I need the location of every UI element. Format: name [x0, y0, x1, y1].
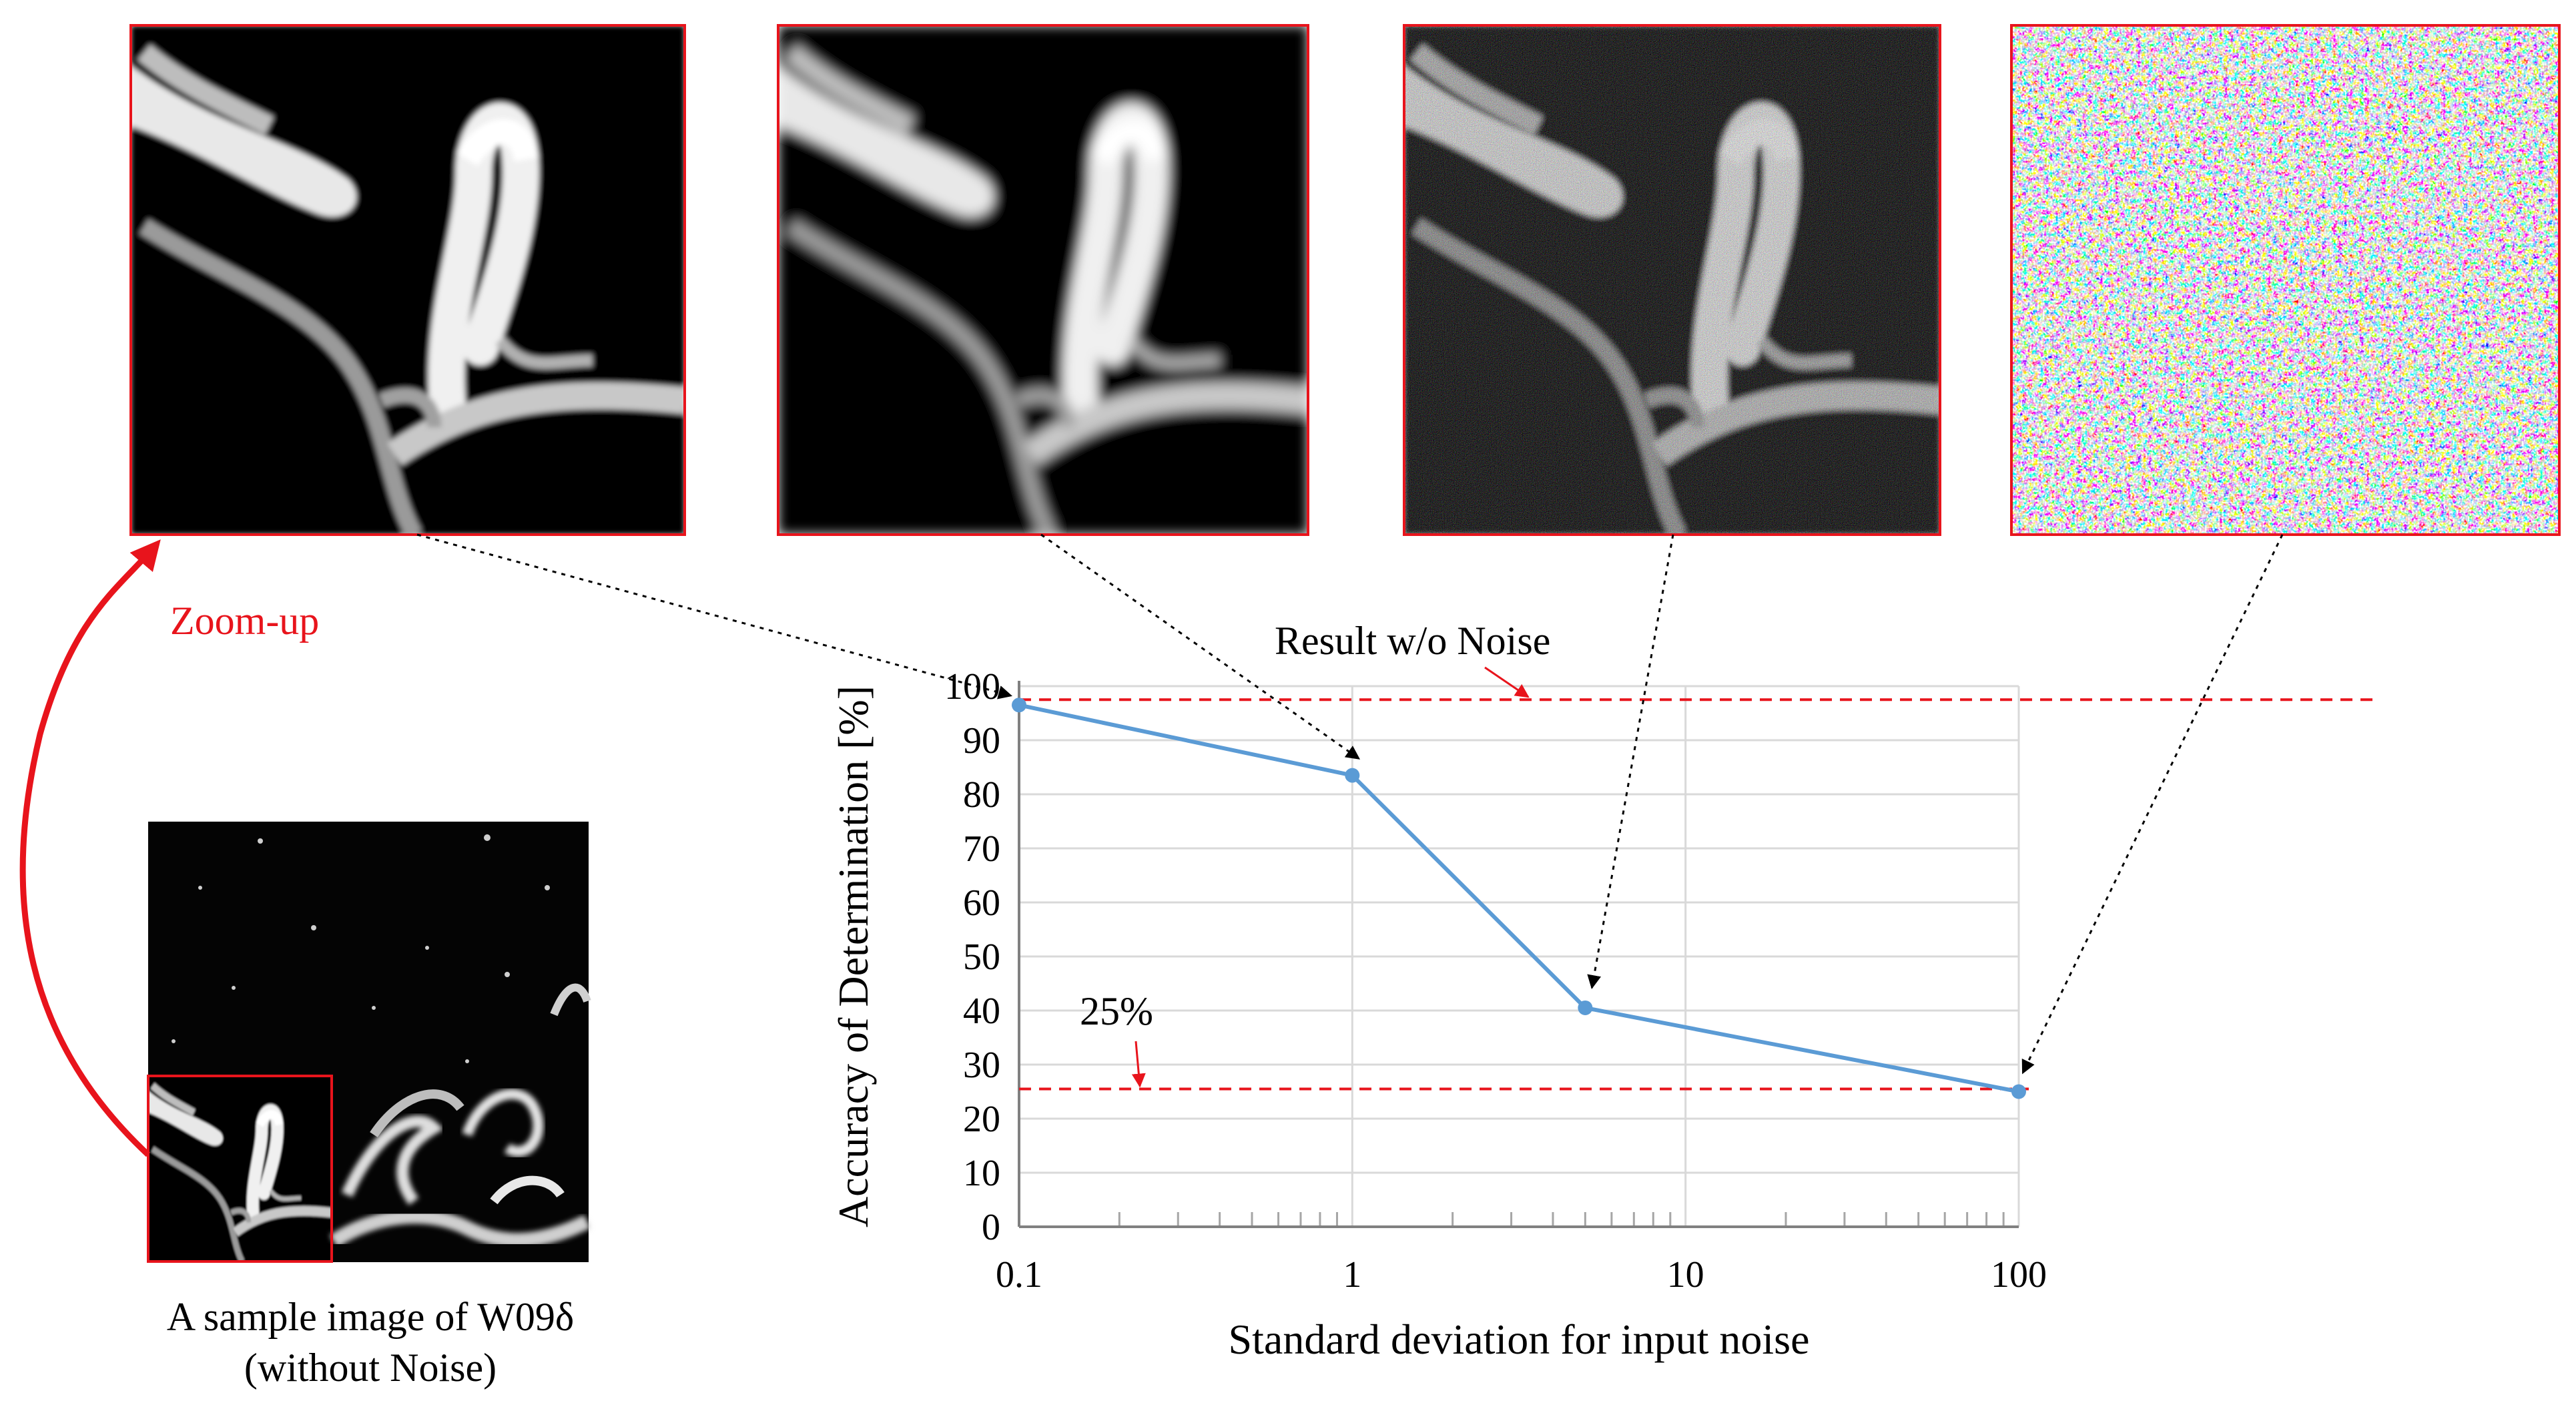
panel-noise-5	[1403, 24, 1941, 536]
tick-labels: 0 10 20 30 40 50 60 70 80 90 100 0.1 1 10 100	[944, 666, 2047, 1296]
x-axis-title: Standard deviation for input noise	[1229, 1316, 1810, 1363]
panel-pointer-arrow	[416, 533, 1013, 699]
panel-noise-100	[2010, 24, 2561, 536]
x-tick-label: 0.1	[996, 1254, 1042, 1296]
y-tick-label: 10	[963, 1153, 1000, 1194]
accuracy-point	[1012, 697, 1026, 713]
panel-noise-0.1	[129, 24, 686, 536]
accuracy-point	[2011, 1084, 2026, 1099]
x-tick-label: 10	[1667, 1254, 1704, 1296]
chance-label: 25%	[1080, 989, 1153, 1033]
panel-pointer-arrow	[2021, 534, 2284, 1075]
accuracy-chart: 0 10 20 30 40 50 60 70 80 90 100 0.1 1 10 100 Standard…	[416, 533, 2372, 1363]
panel-frame	[129, 24, 686, 536]
sample-image	[147, 822, 591, 1263]
y-tick-label: 0	[982, 1207, 1000, 1248]
y-tick-label: 60	[963, 882, 1000, 924]
panel-frame	[777, 24, 1309, 536]
chance-pointer	[1131, 1041, 1146, 1088]
no-noise-pointer	[1484, 666, 1530, 698]
zoom-up-arrow	[19, 539, 161, 1157]
x-tick-label: 100	[1991, 1254, 2047, 1296]
accuracy-point	[1578, 1000, 1593, 1015]
y-axis-title: Accuracy of Determination [%]	[830, 685, 877, 1227]
y-tick-label: 50	[963, 936, 1000, 978]
no-noise-label: Result w/o Noise	[1275, 619, 1550, 663]
panel-noise-1	[777, 24, 1309, 536]
y-tick-label: 30	[963, 1045, 1000, 1086]
accuracy-series-line	[1018, 703, 2019, 1094]
chart-series	[1012, 697, 2026, 1099]
y-tick-label: 90	[963, 720, 1000, 762]
caption-line2: (without Noise)	[244, 1346, 497, 1390]
x-tick-label: 1	[1343, 1254, 1361, 1296]
panel-pointer-arrows	[416, 533, 2284, 1075]
caption-line1: A sample image of W09δ	[167, 1295, 574, 1339]
reference-lines	[1019, 666, 2372, 1091]
zoom-up-label: Zoom-up	[170, 599, 319, 643]
y-tick-label: 70	[963, 828, 1000, 870]
y-tick-label: 40	[963, 991, 1000, 1032]
panel-pointer-arrow	[1587, 534, 1674, 990]
y-tick-label: 80	[963, 774, 1000, 816]
chart-axes	[1018, 681, 2019, 1228]
panel-frame	[2010, 24, 2561, 536]
accuracy-point	[1345, 768, 1360, 783]
chart-grid	[1019, 685, 2020, 1227]
y-tick-label: 100	[944, 666, 1000, 708]
y-tick-label: 20	[963, 1099, 1000, 1140]
zoom-region-box	[147, 1075, 333, 1263]
